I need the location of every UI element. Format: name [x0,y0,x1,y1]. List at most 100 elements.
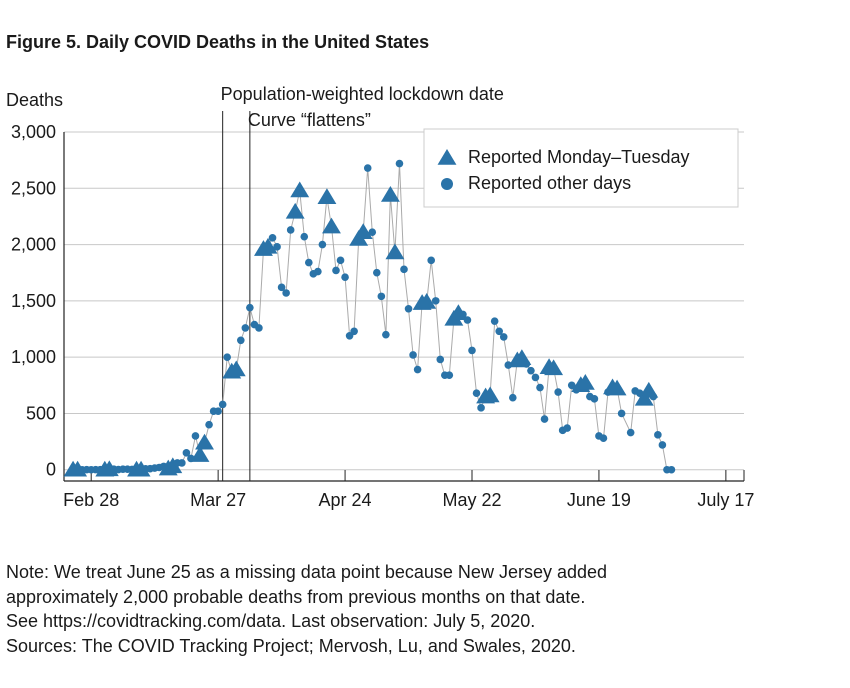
y-tick-label: 3,000 [11,122,56,142]
triangle-point [634,389,654,406]
triangle-point [226,360,246,377]
circle-point [531,373,540,382]
circle-point [436,355,445,364]
circle-point [431,297,440,305]
triangle-point [417,292,437,309]
triangle-point [317,188,337,205]
circle-point [377,292,386,301]
circle-point [332,266,340,275]
circle-point [617,409,626,418]
circle-point [318,240,327,249]
circle-point [282,289,290,297]
circle-point [96,465,105,474]
y-tick-label: 2,000 [11,235,56,255]
circle-point [635,389,644,397]
x-tick-label: Mar 27 [190,490,246,510]
triangle-point [353,223,373,239]
circle-point [214,407,222,416]
circle-point [159,462,168,471]
data-marks [63,159,676,477]
circle-point [667,465,676,474]
event-lines: Population-weighted lockdown date Curve “… [221,84,504,481]
chart: 0 500 1,000 1,500 2,000 2,500 3,000 Deaths Feb 2… [6,84,754,510]
circle-point [427,256,436,265]
circle-point [300,232,309,241]
circle-point [527,366,535,375]
triangle-point [195,433,214,450]
circle-point [572,386,581,394]
triangle-point [385,243,405,260]
circle-point [363,164,372,172]
circle-point [649,392,658,401]
triangle-point [163,457,183,474]
legend: Reported Monday–Tuesday Reported other da… [423,128,739,208]
x-tick-label: Feb 28 [63,490,119,510]
y-tick-label: 2,500 [11,178,56,198]
circle-point [509,393,517,402]
circle-point [382,330,390,339]
circle-point [182,449,191,457]
event-label: Curve “flattens” [248,110,371,130]
triangle-point [607,379,627,396]
circle-point [373,268,381,277]
circle-point [341,273,349,282]
circle-point [654,431,662,439]
circle-point [336,256,345,265]
circle-point [237,336,245,345]
circle-point [305,258,313,267]
legend-box [423,128,739,208]
circle-point [409,351,417,359]
circle-point [273,243,281,251]
circle-point [522,360,531,368]
legend-label: Reported other days [468,173,631,193]
event-label: Population-weighted lockdown date [221,84,504,104]
legend-circle-icon [441,178,453,190]
circle-point [504,361,513,369]
circle-point [540,415,549,423]
data-line [73,163,672,471]
circle-point [404,304,413,313]
circle-point [277,283,286,292]
circle-point [218,400,227,409]
circle-point [563,424,571,432]
x-tick-label: Apr 24 [319,490,372,510]
note-line: See https://covidtracking.com/data. Last… [6,611,536,631]
triangle-point [322,217,341,234]
x-tick-label: July 17 [697,490,754,510]
circle-point [499,333,508,341]
note-line: Note: We treat June 25 as a missing data… [6,562,608,582]
circle-point [255,324,263,332]
circle-point [604,388,612,396]
circle-point [400,265,408,274]
circle-point [205,420,213,429]
circle-point [463,316,472,324]
circle-point [246,303,254,312]
legend-label: Reported Monday–Tuesday [468,147,689,167]
series-line [73,163,672,471]
circle-point [241,324,250,332]
triangle-point [258,237,278,254]
circle-point [178,459,186,467]
circle-point [599,434,608,443]
note-line: approximately 2,000 probable deaths from… [6,586,586,607]
y-tick-label: 500 [26,403,56,423]
note-line: Sources: The COVID Tracking Project; Mer… [6,635,576,656]
circle-point [658,441,667,449]
circle-point [490,317,499,325]
y-tick-label: 0 [46,460,56,480]
circle-point [187,454,195,463]
triangle-point [290,181,310,198]
circle-point [536,383,544,392]
circle-point [626,428,635,437]
circle-point [472,389,481,397]
triangle-point [190,446,210,462]
circle-point [413,365,422,374]
circle-point [286,226,295,234]
circle-point [459,310,467,319]
circle-point [223,353,231,361]
circle-point [350,327,358,336]
circle-point [445,371,454,379]
circle-point [314,267,322,276]
y-tick-label: 1,000 [11,347,56,367]
circle-point [477,404,485,412]
